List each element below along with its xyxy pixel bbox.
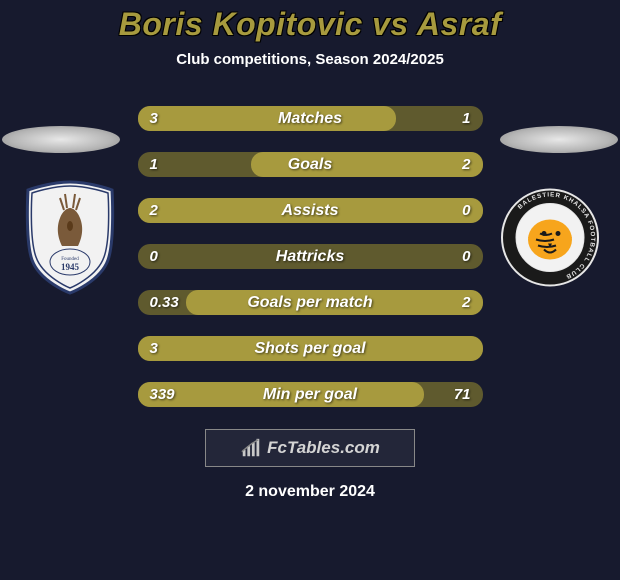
stat-label: Matches (278, 110, 342, 128)
stat-label: Min per goal (263, 386, 357, 404)
stat-row: 0.33 Goals per match 2 (138, 290, 483, 315)
stat-row: 3 Shots per goal (138, 336, 483, 361)
stat-row: 2 Assists 0 (138, 198, 483, 223)
club-badge-left: Founded 1945 (20, 180, 120, 295)
stat-label: Assists (282, 202, 339, 220)
stat-label: Goals per match (247, 294, 372, 312)
stat-label: Shots per goal (254, 340, 365, 358)
watermark-text: FcTables.com (267, 438, 380, 458)
watermark-box: FcTables.com (205, 429, 415, 467)
stat-fill-right (251, 152, 482, 177)
stat-value-right: 71 (454, 386, 471, 403)
comparison-title: Boris Kopitovic vs Asraf (119, 6, 501, 43)
stat-label: Hattricks (276, 248, 344, 266)
stat-value-left: 1 (150, 156, 158, 173)
stat-value-left: 3 (150, 340, 158, 357)
player-photo-placeholder-left (2, 126, 120, 153)
stat-label: Goals (288, 156, 332, 174)
stat-value-right: 2 (462, 156, 470, 173)
stat-value-right: 1 (462, 110, 470, 127)
stat-row: 339 Min per goal 71 (138, 382, 483, 407)
stat-value-left: 0 (150, 248, 158, 265)
stat-value-left: 3 (150, 110, 158, 127)
stat-value-left: 2 (150, 202, 158, 219)
comparison-date: 2 november 2024 (245, 483, 375, 501)
svg-text:1945: 1945 (61, 262, 80, 272)
stat-value-right: 0 (462, 202, 470, 219)
stat-row: 3 Matches 1 (138, 106, 483, 131)
comparison-subtitle: Club competitions, Season 2024/2025 (176, 51, 444, 68)
stat-value-left: 0.33 (150, 294, 179, 311)
stat-value-right: 2 (462, 294, 470, 311)
player-photo-placeholder-right (500, 126, 618, 153)
chart-icon (240, 437, 262, 459)
stats-list: 3 Matches 1 1 Goals 2 2 Assists 0 0 Hattricks 0 0.33… (138, 106, 483, 407)
stat-fill-left (138, 106, 397, 131)
stat-value-left: 339 (150, 386, 175, 403)
stat-row: 1 Goals 2 (138, 152, 483, 177)
stat-value-right: 0 (462, 248, 470, 265)
club-badge-right: BALESTIER KHALSA FOOTBALL CLUB (500, 180, 600, 295)
stat-row: 0 Hattricks 0 (138, 244, 483, 269)
